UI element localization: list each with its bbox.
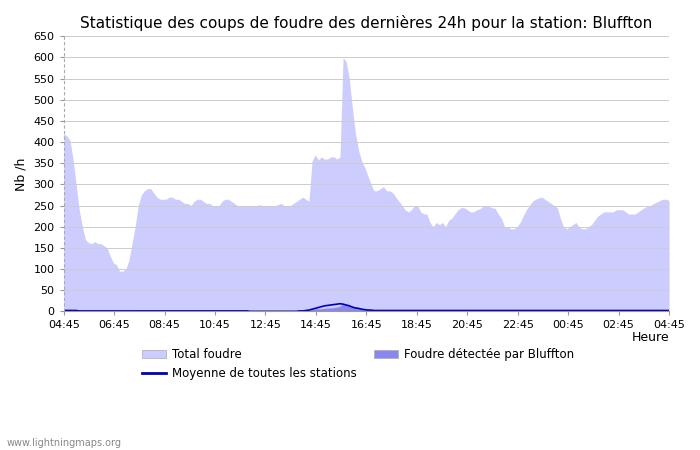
Y-axis label: Nb /h: Nb /h [15, 157, 28, 190]
Text: Heure: Heure [631, 331, 669, 344]
Title: Statistique des coups de foudre des dernières 24h pour la station: Bluffton: Statistique des coups de foudre des dern… [80, 15, 652, 31]
Text: www.lightningmaps.org: www.lightningmaps.org [7, 438, 122, 448]
Legend: Total foudre, Moyenne de toutes les stations, Foudre détectée par Bluffton: Total foudre, Moyenne de toutes les stat… [142, 348, 574, 380]
